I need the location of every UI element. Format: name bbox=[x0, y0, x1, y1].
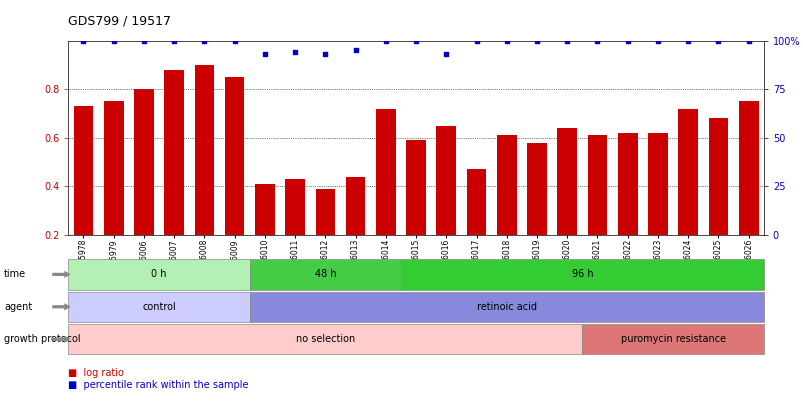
Point bbox=[228, 37, 241, 44]
Point bbox=[560, 37, 573, 44]
Text: 0 h: 0 h bbox=[151, 269, 166, 279]
Bar bbox=[376, 109, 395, 235]
Text: 48 h: 48 h bbox=[314, 269, 336, 279]
Bar bbox=[406, 140, 426, 235]
Bar bbox=[134, 89, 153, 235]
Text: control: control bbox=[142, 302, 176, 312]
Point bbox=[137, 37, 150, 44]
Bar bbox=[104, 101, 124, 235]
Bar bbox=[618, 133, 637, 235]
Point bbox=[319, 51, 332, 58]
Point bbox=[439, 51, 452, 58]
Point bbox=[349, 47, 361, 53]
Text: growth protocol: growth protocol bbox=[4, 334, 80, 344]
Bar bbox=[194, 65, 214, 235]
Text: agent: agent bbox=[4, 302, 32, 312]
Bar bbox=[556, 128, 577, 235]
Point bbox=[288, 49, 301, 55]
Bar bbox=[496, 135, 516, 235]
Point bbox=[741, 37, 754, 44]
Bar bbox=[225, 77, 244, 235]
Point bbox=[590, 37, 603, 44]
Text: retinoic acid: retinoic acid bbox=[476, 302, 536, 312]
Text: GDS799 / 19517: GDS799 / 19517 bbox=[68, 14, 171, 27]
Text: puromycin resistance: puromycin resistance bbox=[620, 334, 725, 344]
Point bbox=[650, 37, 663, 44]
Bar bbox=[466, 169, 486, 235]
Bar bbox=[527, 143, 546, 235]
Point bbox=[711, 37, 724, 44]
Point bbox=[530, 37, 543, 44]
Bar bbox=[255, 184, 275, 235]
Bar bbox=[74, 106, 93, 235]
Point bbox=[499, 37, 512, 44]
Bar bbox=[164, 70, 184, 235]
Text: ■  log ratio: ■ log ratio bbox=[68, 368, 124, 377]
Bar bbox=[345, 177, 365, 235]
Text: ■  percentile rank within the sample: ■ percentile rank within the sample bbox=[68, 380, 249, 390]
Text: no selection: no selection bbox=[296, 334, 355, 344]
Bar bbox=[678, 109, 697, 235]
Point bbox=[470, 37, 483, 44]
Text: time: time bbox=[4, 269, 26, 279]
Bar bbox=[707, 118, 728, 235]
Point bbox=[681, 37, 694, 44]
Point bbox=[77, 37, 90, 44]
Point bbox=[379, 37, 392, 44]
Bar bbox=[587, 135, 606, 235]
Point bbox=[258, 51, 271, 58]
Point bbox=[107, 37, 120, 44]
Bar bbox=[647, 133, 667, 235]
Bar bbox=[285, 179, 304, 235]
Point bbox=[168, 37, 181, 44]
Text: 96 h: 96 h bbox=[571, 269, 593, 279]
Point bbox=[409, 37, 422, 44]
Bar bbox=[738, 101, 757, 235]
Point bbox=[621, 37, 634, 44]
Bar bbox=[315, 189, 335, 235]
Bar bbox=[436, 126, 455, 235]
Point bbox=[198, 37, 210, 44]
